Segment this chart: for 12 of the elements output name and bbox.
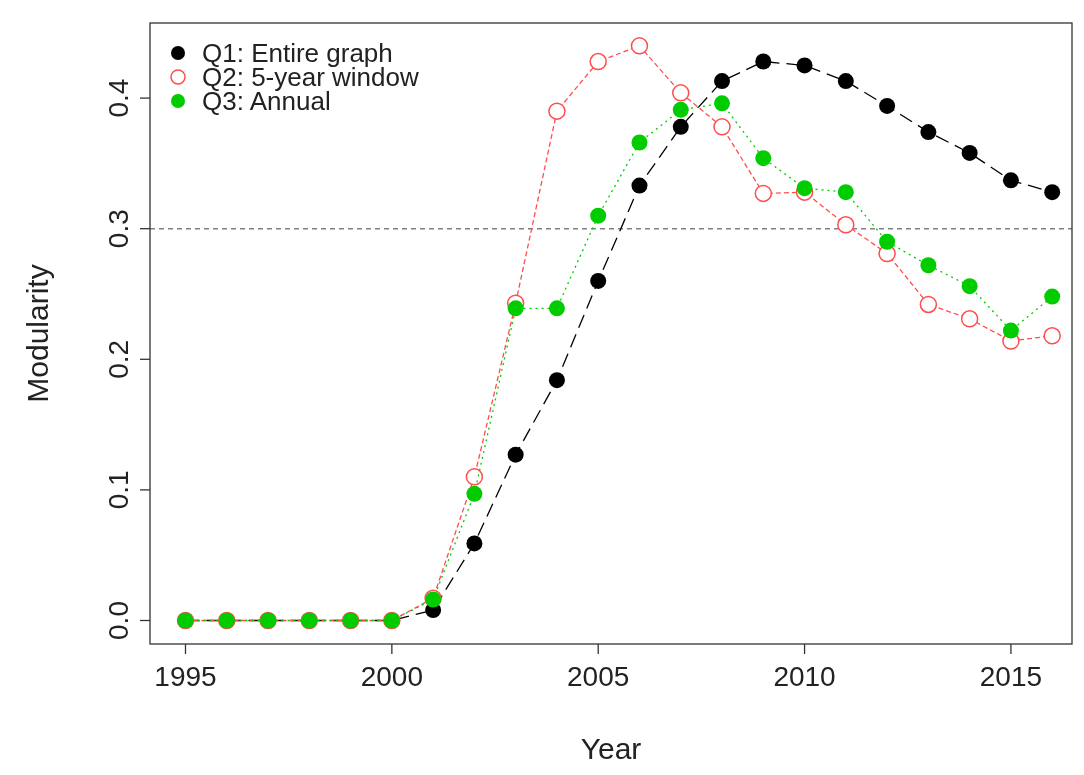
y-tick-label: 0.1 [103, 470, 134, 510]
x-tick-label: 2005 [567, 661, 630, 692]
y-tick-label: 0.4 [103, 78, 134, 118]
y-tick-label: 0.3 [103, 209, 134, 249]
x-tick-label: 1995 [154, 661, 217, 692]
y-tick-label: 0.2 [103, 339, 134, 379]
x-axis-title: Year [580, 732, 642, 765]
x-tick-label: 2000 [360, 661, 423, 692]
x-tick-label: 2010 [773, 661, 836, 692]
y-axis-title: Modularity [21, 264, 54, 403]
x-tick-label: 2015 [979, 661, 1043, 692]
y-tick-label: 0.0 [103, 601, 134, 640]
